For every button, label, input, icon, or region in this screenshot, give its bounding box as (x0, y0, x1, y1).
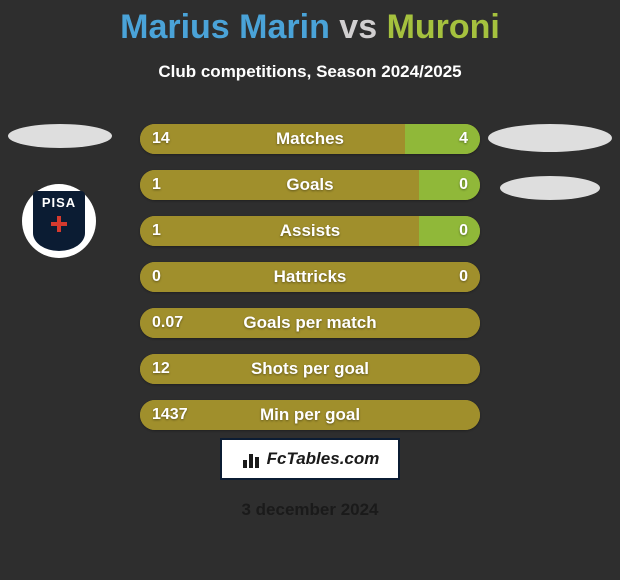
stat-label: Matches (140, 124, 480, 154)
stat-row: 10Goals (140, 170, 480, 200)
fctables-logo: FcTables.com (220, 438, 400, 480)
decorative-ellipse (8, 124, 112, 148)
stat-row: 12Shots per goal (140, 354, 480, 384)
title-part: Marius Marin (120, 8, 330, 46)
subtitle: Club competitions, Season 2024/2025 (0, 62, 620, 82)
fctables-logo-text: FcTables.com (267, 449, 380, 469)
decorative-ellipse (488, 124, 612, 152)
stat-row: 1437Min per goal (140, 400, 480, 430)
stat-row: 0.07Goals per match (140, 308, 480, 338)
stat-label: Goals (140, 170, 480, 200)
decorative-ellipse (500, 176, 600, 200)
club-badge-left: PISA (22, 184, 96, 258)
title-part: vs (330, 8, 387, 46)
page-title: Marius Marin vs Muroni (0, 8, 620, 47)
stat-row: 144Matches (140, 124, 480, 154)
club-badge-cross-icon (51, 216, 67, 232)
stat-label: Min per goal (140, 400, 480, 430)
stat-label: Hattricks (140, 262, 480, 292)
stat-row: 10Assists (140, 216, 480, 246)
club-badge-text: PISA (42, 195, 76, 210)
bar-chart-icon (241, 450, 263, 468)
club-badge-shield: PISA (33, 191, 85, 251)
stat-row: 00Hattricks (140, 262, 480, 292)
stat-label: Goals per match (140, 308, 480, 338)
title-part: Muroni (387, 8, 500, 46)
stat-label: Shots per goal (140, 354, 480, 384)
stat-label: Assists (140, 216, 480, 246)
date-label: 3 december 2024 (0, 500, 620, 520)
comparison-bars: 144Matches 10Goals 10Assists 00Hattricks 0.0… (140, 124, 480, 446)
